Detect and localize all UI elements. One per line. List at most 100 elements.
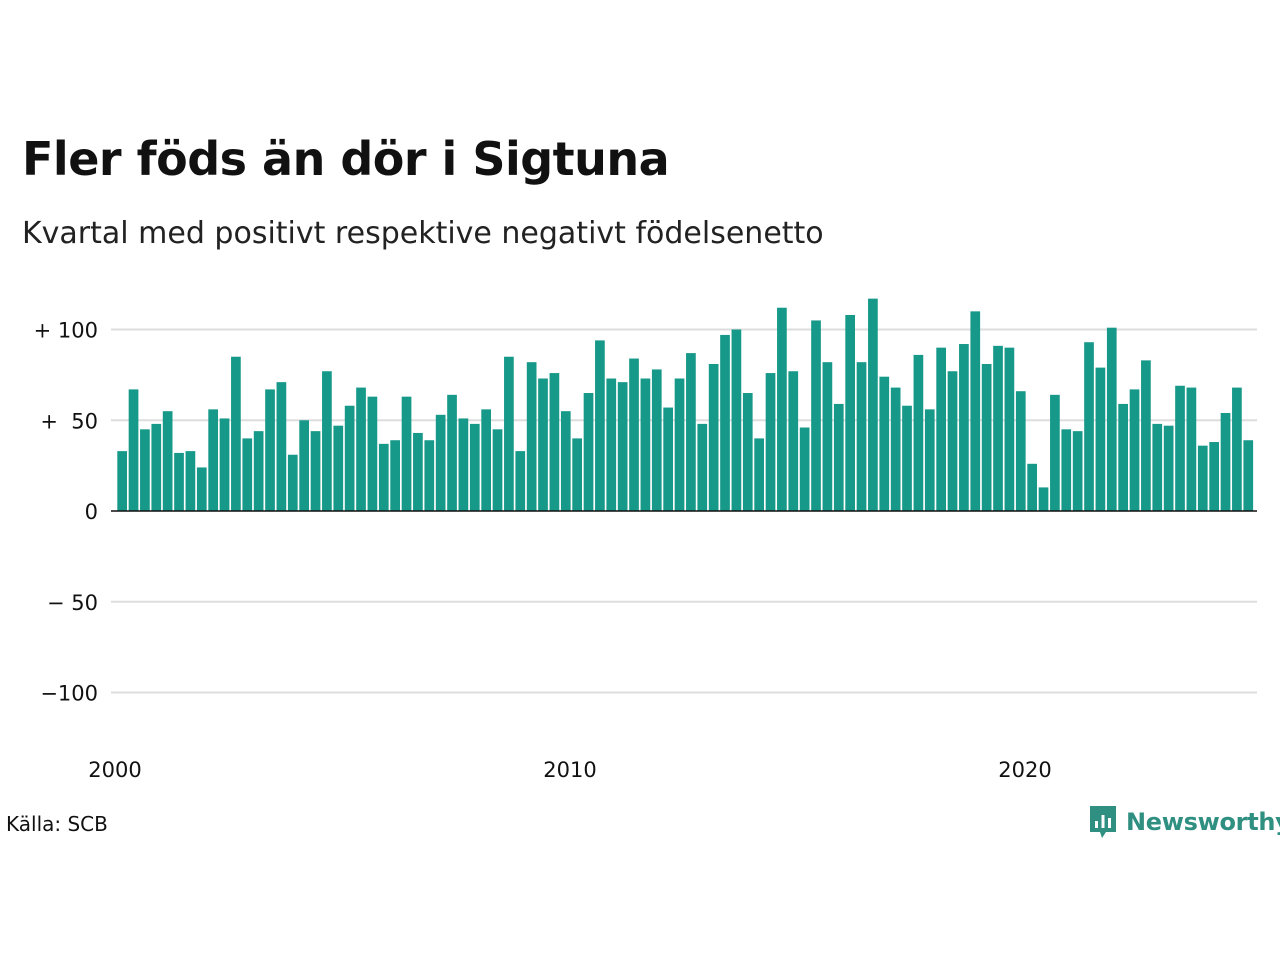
bar [174,452,184,511]
gridlines [111,328,1257,694]
bar [1186,387,1197,511]
y-tick-label: − 50 [47,591,98,615]
y-tick-label: + 50 [40,409,98,433]
bar [196,467,207,511]
bar [322,371,332,511]
bar [1163,425,1174,511]
bar [1220,412,1231,511]
bar [913,354,924,511]
bar [924,409,935,511]
bar [1197,445,1208,511]
bar [822,362,833,511]
bar [231,356,241,512]
bar [208,409,218,511]
bar [310,431,321,511]
bar [242,438,253,511]
x-tick-label: 2010 [543,758,596,782]
bar [469,423,480,511]
x-tick-label: 2020 [998,758,1051,782]
bar [583,393,594,511]
bar [492,429,503,511]
bar [515,451,526,511]
bar [458,418,469,511]
bar [117,451,127,511]
bar [742,393,753,511]
bar [936,347,946,511]
bar [378,443,389,512]
bar [1129,389,1140,511]
bar [356,387,366,511]
bar [959,344,969,511]
bar [1118,403,1128,511]
bar [640,378,651,511]
bar [856,362,867,511]
bar [731,329,742,511]
bar [1015,391,1026,511]
bar [572,438,582,511]
bar [629,358,639,511]
bar [651,369,662,511]
bar [401,396,412,511]
bar [606,378,617,511]
bar [947,371,958,511]
bar [526,362,537,511]
bar [1061,429,1072,511]
bar [970,311,981,511]
bar [219,418,230,511]
bars [117,298,1254,512]
bar [1072,431,1083,511]
bar [720,334,730,511]
bar [549,373,560,511]
bar [276,382,287,511]
bar [1095,367,1106,511]
bar [1175,385,1185,511]
bar [1050,394,1060,511]
bar [993,345,1003,511]
bar [367,396,378,511]
bar [663,407,673,511]
bar [1152,423,1163,511]
bar [390,440,400,511]
bar [1209,442,1219,511]
bar [265,389,275,511]
bar [1084,342,1094,511]
bar [879,376,890,511]
bar [708,363,719,511]
bar [481,409,491,511]
bar [1243,440,1254,511]
bar [1232,387,1242,511]
bar [777,307,787,511]
bar [845,314,855,511]
bar [788,371,799,511]
bar [151,423,162,511]
bar [128,389,139,511]
bar [538,378,548,511]
bar [617,382,628,511]
bar [1038,487,1049,511]
bar [185,451,196,511]
bar [811,320,821,511]
bar [287,454,298,512]
bar [1027,463,1037,511]
bar [1106,327,1117,511]
bar [1141,360,1151,511]
bar [674,378,685,511]
bar [765,373,776,511]
y-axis-tick-labels: + 100 + 50 0 − 50 −100 [34,319,98,706]
brand-name: Newsworthy [1126,808,1280,836]
bar [595,340,605,511]
bar [162,411,173,512]
bar [686,353,696,512]
bar [799,427,810,511]
bar [344,405,355,511]
bar [413,432,423,511]
bar [868,298,878,511]
bar [299,420,309,511]
y-tick-label: + 100 [34,319,98,343]
x-axis-tick-labels: 2000 2010 2020 [88,758,1051,782]
y-tick-label: 0 [85,500,98,524]
chart-subtitle: Kvartal med positivt respektive negativt… [22,216,824,251]
brand-logo[interactable]: Newsworthy [1088,804,1280,840]
bar [560,411,571,512]
